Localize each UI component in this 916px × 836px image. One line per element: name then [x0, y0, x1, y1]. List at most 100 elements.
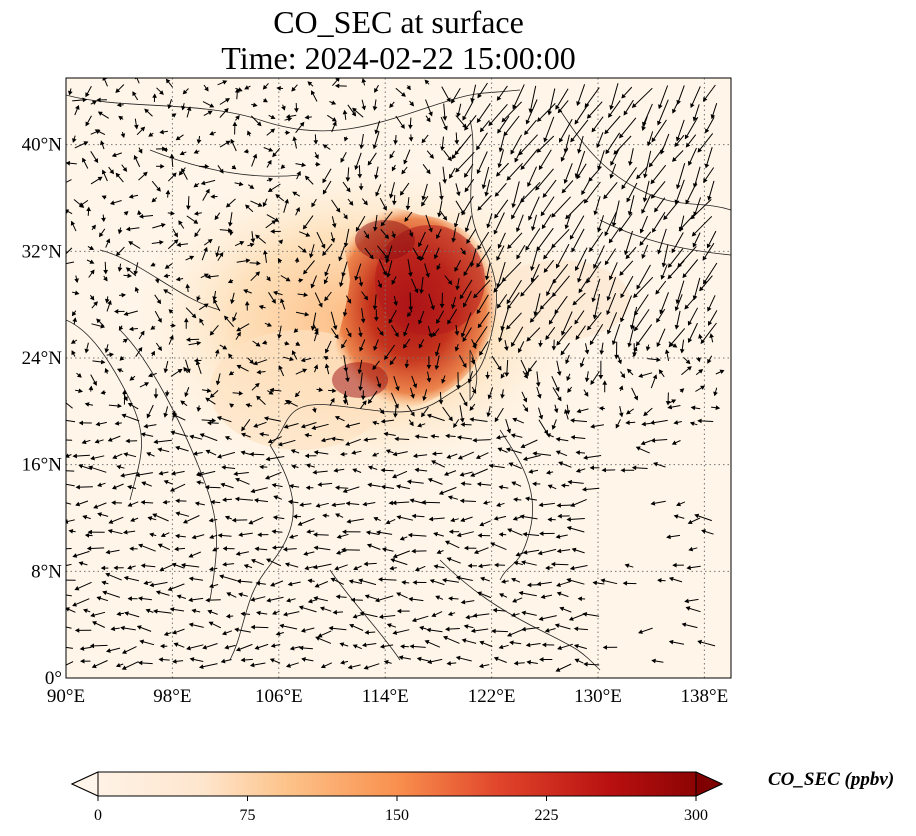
wind-arrow-head	[205, 188, 210, 194]
wind-arrow-head	[620, 373, 626, 379]
wind-arrow-head	[78, 420, 83, 426]
wind-arrow-head	[305, 485, 311, 491]
wind-arrow-head	[380, 467, 386, 473]
wind-arrow-head	[518, 590, 524, 596]
wind-arrow-head	[194, 501, 200, 507]
wind-arrow-head	[463, 545, 469, 551]
wind-arrow-head	[476, 309, 482, 315]
wind-arrow-head	[118, 325, 124, 331]
wind-arrow-head	[137, 346, 143, 352]
wind-arrow-head	[342, 109, 348, 115]
wind-arrow-head	[107, 529, 113, 534]
wind-arrow-head	[498, 147, 504, 153]
wind-arrow-shaft	[66, 261, 74, 265]
wind-arrow-head	[498, 644, 504, 650]
wind-arrow-head	[493, 229, 499, 235]
wind-arrow-head	[163, 273, 169, 279]
wind-arrow-head	[359, 611, 365, 617]
wind-arrow-head	[511, 203, 517, 209]
wind-arrow-head	[170, 470, 176, 476]
wind-arrow-shaft	[66, 548, 72, 550]
wind-arrow-head	[117, 267, 123, 272]
wind-arrow-head	[193, 182, 199, 188]
wind-arrow-head	[497, 365, 502, 371]
wind-arrow-head	[506, 304, 512, 310]
wind-arrow-head	[104, 367, 110, 373]
wind-arrow-head	[601, 467, 607, 473]
wind-arrow-head	[511, 612, 516, 618]
wind-arrow-head	[555, 667, 561, 672]
wind-arrow-head	[564, 409, 569, 414]
wind-arrow-head	[330, 237, 336, 243]
wind-arrow-shaft	[633, 276, 654, 298]
wind-arrow-head	[477, 205, 483, 211]
wind-arrow-head	[92, 380, 97, 386]
wind-arrow-head	[319, 606, 325, 611]
wind-arrow-head	[412, 383, 418, 389]
wind-arrow-head	[116, 464, 122, 470]
wind-arrow-shaft	[659, 292, 669, 314]
wind-arrow-head	[470, 628, 476, 634]
wind-arrow-head	[592, 314, 598, 320]
lon-tick-label: 130°E	[574, 686, 622, 707]
wind-arrow-head	[184, 392, 189, 398]
colorbar-label: CO_SEC (ppbv)	[768, 769, 895, 790]
wind-arrow-head	[122, 529, 128, 535]
wind-arrow-head	[297, 521, 303, 526]
wind-arrow-head	[496, 502, 501, 507]
wind-arrow-head	[547, 110, 553, 116]
wind-arrow-head	[262, 250, 268, 255]
wind-arrow-head	[222, 562, 227, 567]
wind-arrow-head	[441, 378, 446, 384]
wind-arrow-head	[535, 185, 540, 191]
wind-arrow-head	[90, 612, 96, 618]
wind-arrow-head	[389, 153, 394, 159]
wind-arrow-head	[520, 560, 526, 565]
wind-arrow-head	[576, 101, 581, 106]
wind-arrow-head	[575, 450, 580, 455]
wind-arrow-head	[93, 504, 99, 509]
wind-arrow-head	[515, 552, 521, 557]
wind-arrow-head	[412, 453, 418, 459]
wind-arrow-shaft	[540, 196, 555, 216]
wind-arrow-head	[430, 434, 436, 439]
wind-arrow-head	[249, 662, 255, 668]
wind-arrow-head	[403, 159, 408, 165]
wind-arrow-head	[181, 167, 186, 173]
wind-arrow-shaft	[66, 179, 72, 183]
wind-arrow-head	[335, 207, 341, 213]
wind-arrow-head	[609, 105, 614, 111]
wind-arrow-head	[433, 254, 439, 260]
wind-arrow-head	[55, 592, 58, 595]
wind-arrow-head	[561, 330, 566, 336]
wind-arrow-head	[123, 211, 129, 216]
wind-arrow-head	[674, 199, 680, 205]
wind-arrow-head	[685, 142, 691, 148]
wind-arrow-head	[334, 83, 340, 89]
wind-arrow-head	[574, 319, 579, 325]
wind-arrow-shaft	[511, 195, 525, 219]
wind-arrow-head	[75, 501, 81, 507]
colorbar-tick-label: 225	[535, 807, 559, 824]
wind-arrow-head	[140, 499, 146, 505]
wind-arrow-head	[556, 263, 561, 269]
wind-arrow-head	[345, 177, 351, 182]
wind-arrow-head	[483, 500, 488, 505]
wind-arrow-head	[551, 212, 556, 218]
wind-arrow-shaft	[66, 419, 76, 423]
wind-arrow-head	[133, 270, 139, 276]
wind-arrow-shaft	[604, 115, 621, 134]
chart-title-line2: Time: 2024-02-22 15:00:00	[221, 40, 576, 76]
wind-arrow-head	[383, 431, 389, 437]
wind-arrow-head	[631, 103, 637, 108]
colorbar-tick-label: 150	[385, 807, 409, 824]
wind-arrow-head	[379, 644, 385, 649]
lon-tick-label: 122°E	[468, 686, 516, 707]
wind-arrow-head	[389, 103, 394, 109]
colorbar-tick-label: 300	[684, 807, 708, 824]
wind-arrow-head	[315, 503, 321, 508]
lon-tick-label: 98°E	[153, 686, 191, 707]
wind-arrow-head	[575, 335, 580, 341]
wind-arrow-head	[310, 326, 316, 331]
wind-arrow-head	[289, 645, 295, 651]
